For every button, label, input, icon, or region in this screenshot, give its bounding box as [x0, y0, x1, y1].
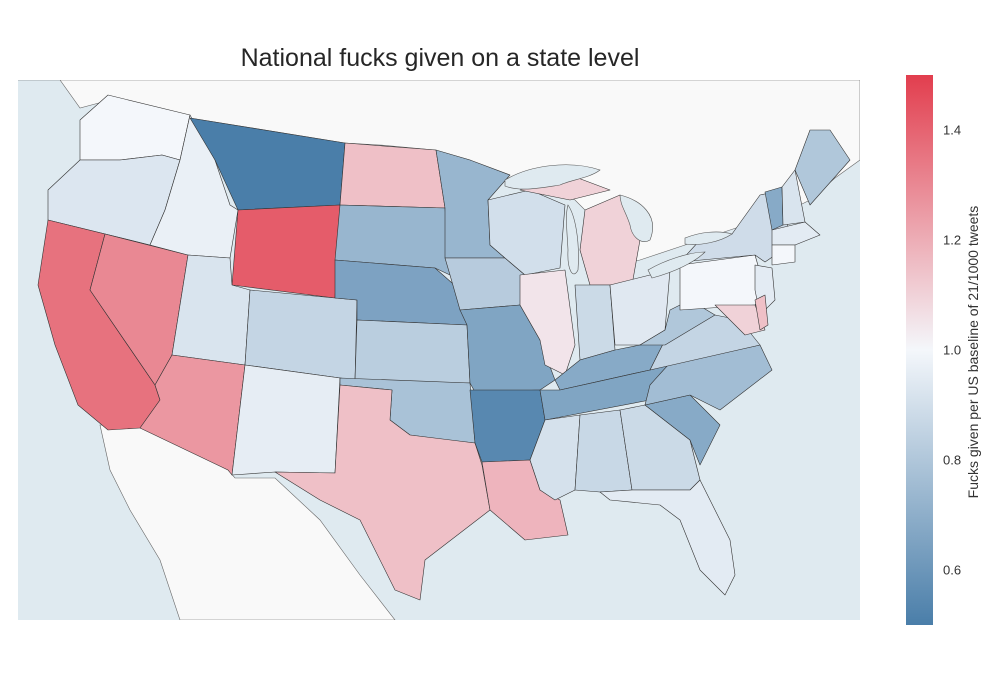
colorbar: 0.6 0.8 1.0 1.2 1.4 Fucks given per US basel… [906, 75, 981, 625]
lake-superior [504, 164, 601, 190]
state-md [714, 304, 766, 336]
lake-michigan [566, 204, 579, 275]
state-wy [231, 204, 341, 299]
state-pa [679, 254, 766, 311]
state-de [754, 294, 769, 331]
state-ks [354, 319, 471, 384]
state-ct [771, 244, 796, 266]
state-fl [599, 479, 736, 596]
colorbar-tick-label: 1.2 [943, 233, 961, 248]
state-sd [334, 204, 451, 276]
map-title: National fucks given on a state level [240, 44, 640, 72]
state-nm [231, 364, 341, 476]
lake-ontario [684, 231, 733, 245]
state-in [574, 284, 616, 361]
colorbar-gradient [906, 75, 933, 625]
state-nc [644, 344, 773, 411]
state-tx [274, 384, 491, 601]
lake-erie [647, 251, 706, 279]
state-nd [339, 142, 446, 209]
state-ma [771, 221, 821, 246]
colorbar-ticks: 0.6 0.8 1.0 1.2 1.4 [943, 123, 961, 578]
states-layer [37, 94, 851, 601]
colorbar-tick-label: 1.0 [943, 343, 961, 358]
map-frame [18, 80, 860, 620]
colorbar-tick-label: 0.6 [943, 563, 961, 578]
state-me [794, 129, 851, 206]
colorbar-tick-label: 0.8 [943, 453, 961, 468]
colorbar-title: Fucks given per US baseline of 21/1000 t… [965, 206, 981, 499]
state-il [519, 269, 576, 376]
state-co [244, 289, 358, 381]
lake-huron [619, 194, 653, 242]
colorbar-tick-label: 1.4 [943, 123, 961, 138]
